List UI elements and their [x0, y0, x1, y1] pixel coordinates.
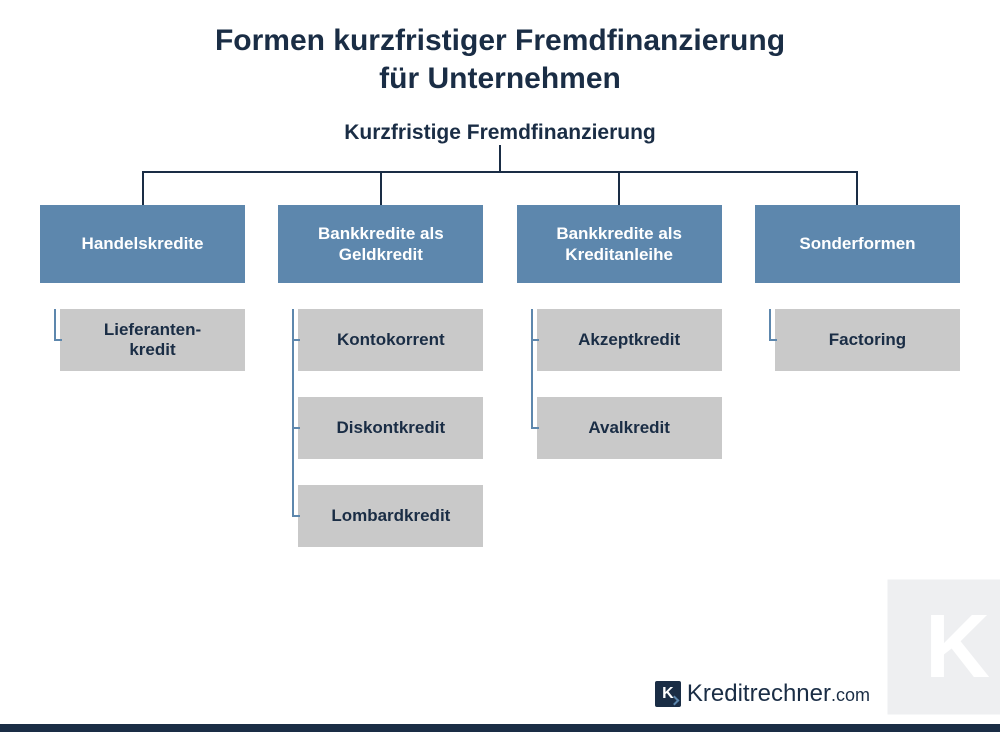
child-box: Lombardkredit — [298, 485, 483, 547]
connector-child-tick — [292, 427, 300, 429]
connector-branch-drop — [618, 171, 620, 205]
branches-row: Handelskredite Lieferanten-kredit Bankkred… — [40, 145, 960, 547]
brand-name: Kreditrechner — [687, 680, 831, 707]
connector-child-tick — [292, 339, 300, 341]
child-box: Kontokorrent — [298, 309, 483, 371]
brand-logo-icon: K — [655, 681, 681, 707]
brand-text: Kreditrechner.com — [687, 680, 870, 708]
connector-child-rail — [531, 309, 533, 428]
branch-column: Sonderformen Factoring — [755, 171, 960, 547]
connector-branch-drop — [856, 171, 858, 205]
watermark-logo: K — [880, 572, 1000, 722]
category-box: Bankkredite als Kreditanleihe — [517, 205, 722, 283]
connector-branch-drop — [380, 171, 382, 205]
child-box: Lieferanten-kredit — [60, 309, 245, 371]
category-box: Handelskredite — [40, 205, 245, 283]
branch-column: Bankkredite als Geldkredit Kontokorrent Di… — [278, 171, 483, 547]
connector-child-tick — [531, 427, 539, 429]
connector-child-rail — [54, 309, 56, 340]
child-box: Akzeptkredit — [537, 309, 722, 371]
connector-branch-drop — [142, 171, 144, 205]
children-list: Akzeptkredit Avalkredit — [517, 309, 722, 459]
connector-child-tick — [769, 339, 777, 341]
child-box: Diskontkredit — [298, 397, 483, 459]
bottom-bar — [0, 724, 1000, 732]
root-label: Kurzfristige Fremdfinanzierung — [0, 121, 1000, 145]
connector-child-tick — [292, 515, 300, 517]
child-box: Avalkredit — [537, 397, 722, 459]
children-list: Lieferanten-kredit — [40, 309, 245, 371]
svg-text:K: K — [925, 597, 990, 697]
diagram-title: Formen kurzfristiger Fremdfinanzierungfü… — [0, 0, 1000, 97]
category-box: Bankkredite als Geldkredit — [278, 205, 483, 283]
branch-column: Handelskredite Lieferanten-kredit — [40, 171, 245, 547]
children-list: Kontokorrent Diskontkredit Lombardkredit — [278, 309, 483, 547]
connector-child-rail — [769, 309, 771, 340]
branch-column: Bankkredite als Kreditanleihe Akzeptkredi… — [517, 171, 722, 547]
tree-container: Handelskredite Lieferanten-kredit Bankkred… — [40, 145, 960, 547]
footer-brand: K Kreditrechner.com — [655, 680, 870, 708]
child-box: Factoring — [775, 309, 960, 371]
connector-child-tick — [54, 339, 62, 341]
brand-tld: .com — [831, 685, 870, 705]
category-box: Sonderformen — [755, 205, 960, 283]
children-list: Factoring — [755, 309, 960, 371]
connector-child-tick — [531, 339, 539, 341]
